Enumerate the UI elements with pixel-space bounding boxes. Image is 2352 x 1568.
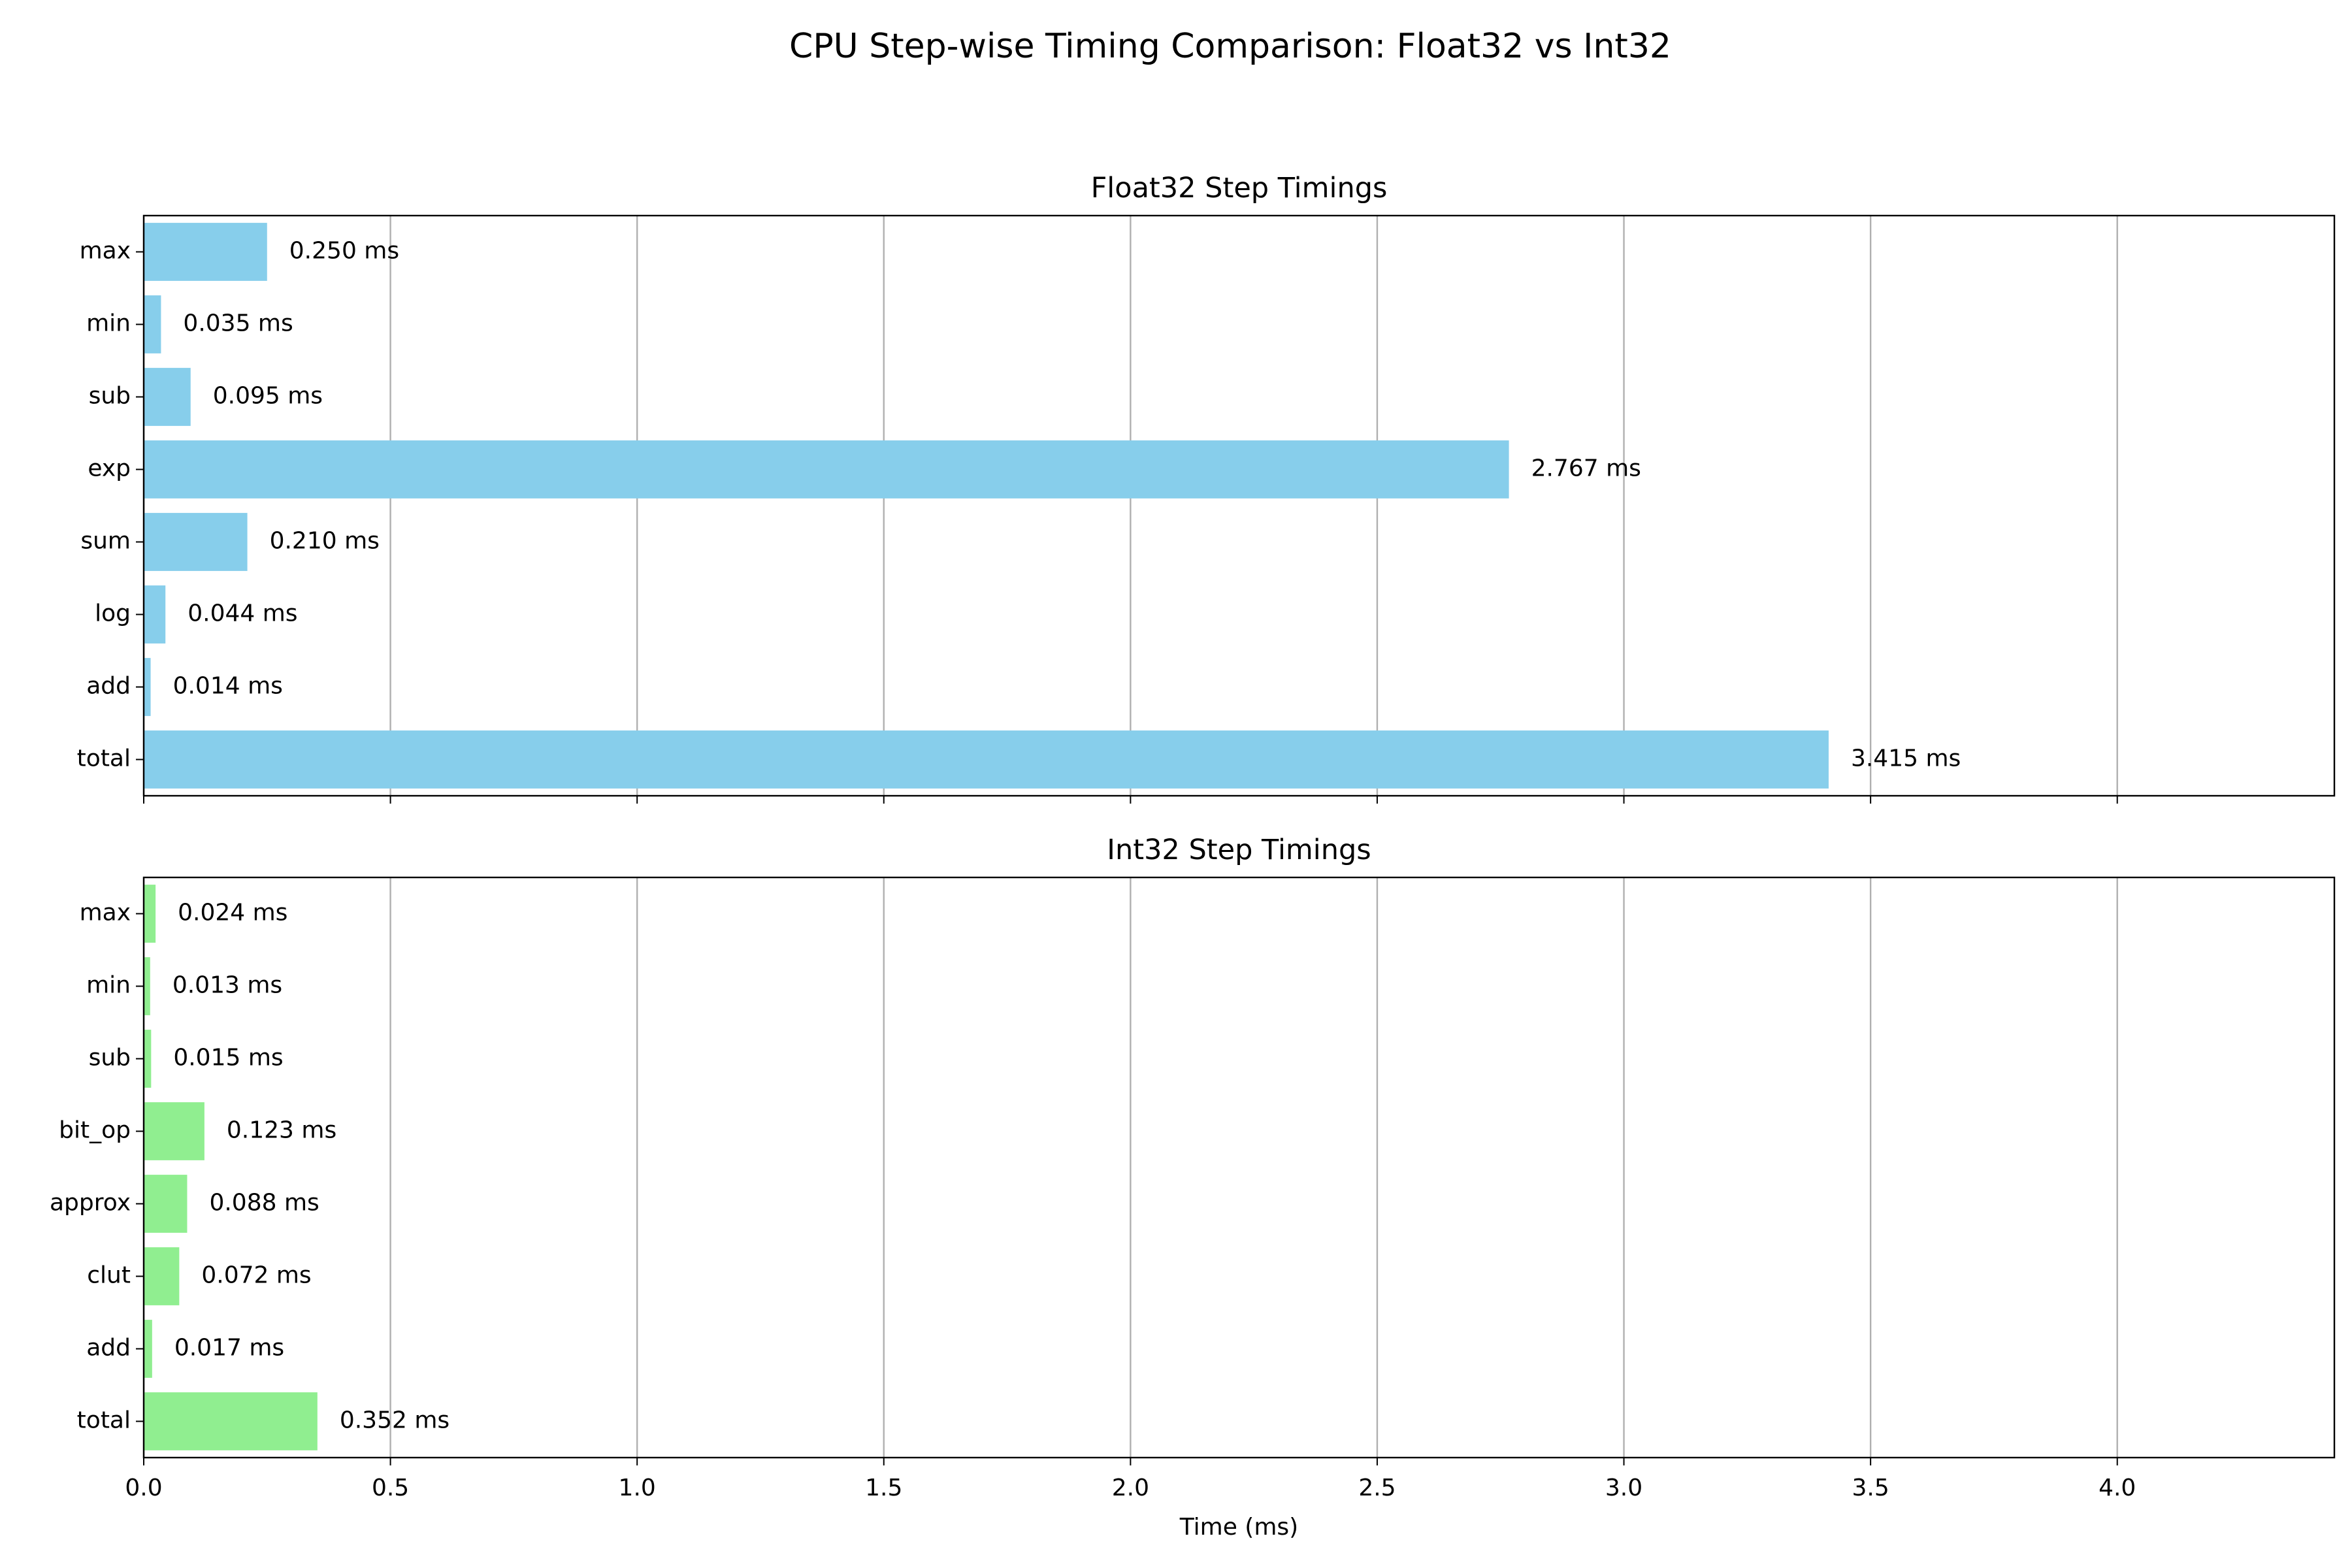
x-tick-label: 0.0 (125, 1475, 162, 1501)
value-label-sum: 0.210 ms (270, 528, 380, 555)
x-tick-label: 2.5 (1358, 1475, 1396, 1501)
chart-panels: 0.250 ms max 0.035 ms min 0.095 ms sub 2.767 m… (50, 172, 2336, 1541)
bar-bit_op (144, 1102, 204, 1160)
value-label-add: 0.017 ms (174, 1335, 284, 1362)
bar-max (144, 885, 156, 943)
figure-title: CPU Step-wise Timing Comparison: Float32… (789, 27, 1671, 66)
bar-sub (144, 1030, 152, 1088)
y-tick-label-approx: approx (50, 1190, 131, 1217)
x-tick-label: 4.0 (2099, 1475, 2136, 1501)
y-tick-label-add: add (86, 673, 131, 700)
value-label-log: 0.044 ms (188, 600, 297, 627)
y-tick-label-max: max (80, 900, 131, 926)
y-tick-label-sub: sub (89, 383, 131, 410)
y-tick-label-clut: clut (87, 1262, 131, 1289)
bar-add (144, 1320, 152, 1378)
x-tick-label: 3.0 (1605, 1475, 1642, 1501)
y-tick-label-add: add (86, 1335, 131, 1362)
x-tick-label: 2.0 (1112, 1475, 1149, 1501)
y-tick-label-log: log (95, 600, 131, 627)
y-tick-label-sum: sum (80, 528, 131, 555)
y-tick-label-sub: sub (89, 1045, 131, 1071)
bar-total (144, 1392, 318, 1450)
value-label-approx: 0.088 ms (209, 1190, 319, 1217)
x-tick-label: 3.5 (1852, 1475, 1889, 1501)
chart-panel-2: 0.024 ms max 0.013 ms min 0.015 ms sub 0.123 m… (50, 834, 2336, 1541)
y-tick-label-total: total (77, 745, 131, 772)
x-axis-label: Time (ms) (1179, 1514, 1298, 1541)
y-tick-label-total: total (77, 1407, 131, 1434)
y-tick-label-bit_op: bit_op (59, 1117, 131, 1144)
y-tick-label-min: min (86, 972, 131, 999)
chart-panel-1: 0.250 ms max 0.035 ms min 0.095 ms sub 2.767 m… (77, 172, 2336, 804)
y-tick-label-exp: exp (88, 455, 131, 482)
subplot-title-2: Int32 Step Timings (1107, 834, 1371, 866)
value-label-max: 0.024 ms (178, 900, 287, 926)
value-label-min: 0.035 ms (183, 310, 293, 337)
value-label-sub: 0.095 ms (213, 383, 323, 410)
bar-sum (144, 513, 248, 571)
bar-min (144, 295, 161, 353)
bar-add (144, 658, 151, 716)
value-label-min: 0.013 ms (172, 972, 282, 999)
y-tick-label-min: min (86, 310, 131, 337)
bar-max (144, 223, 267, 281)
value-label-max: 0.250 ms (289, 238, 399, 265)
bar-approx (144, 1175, 188, 1233)
x-tick-label: 1.5 (865, 1475, 902, 1501)
axes-frame (142, 214, 2336, 797)
value-label-total: 3.415 ms (1851, 745, 1961, 772)
value-label-total: 0.352 ms (340, 1407, 449, 1434)
value-label-exp: 2.767 ms (1531, 455, 1641, 482)
bar-total (144, 730, 1829, 789)
x-tick-label: 1.0 (619, 1475, 656, 1501)
bar-sub (144, 368, 191, 426)
x-tick-label: 0.5 (372, 1475, 409, 1501)
value-label-bit_op: 0.123 ms (227, 1117, 336, 1144)
value-label-clut: 0.072 ms (201, 1262, 311, 1289)
bar-clut (144, 1247, 180, 1305)
bar-log (144, 585, 166, 644)
bar-exp (144, 440, 1509, 498)
y-tick-label-max: max (80, 238, 131, 265)
axes-frame (142, 876, 2336, 1459)
value-label-add: 0.014 ms (173, 673, 283, 700)
value-label-sub: 0.015 ms (173, 1045, 283, 1071)
subplot-title-1: Float32 Step Timings (1091, 172, 1388, 204)
bar-min (144, 957, 150, 1015)
